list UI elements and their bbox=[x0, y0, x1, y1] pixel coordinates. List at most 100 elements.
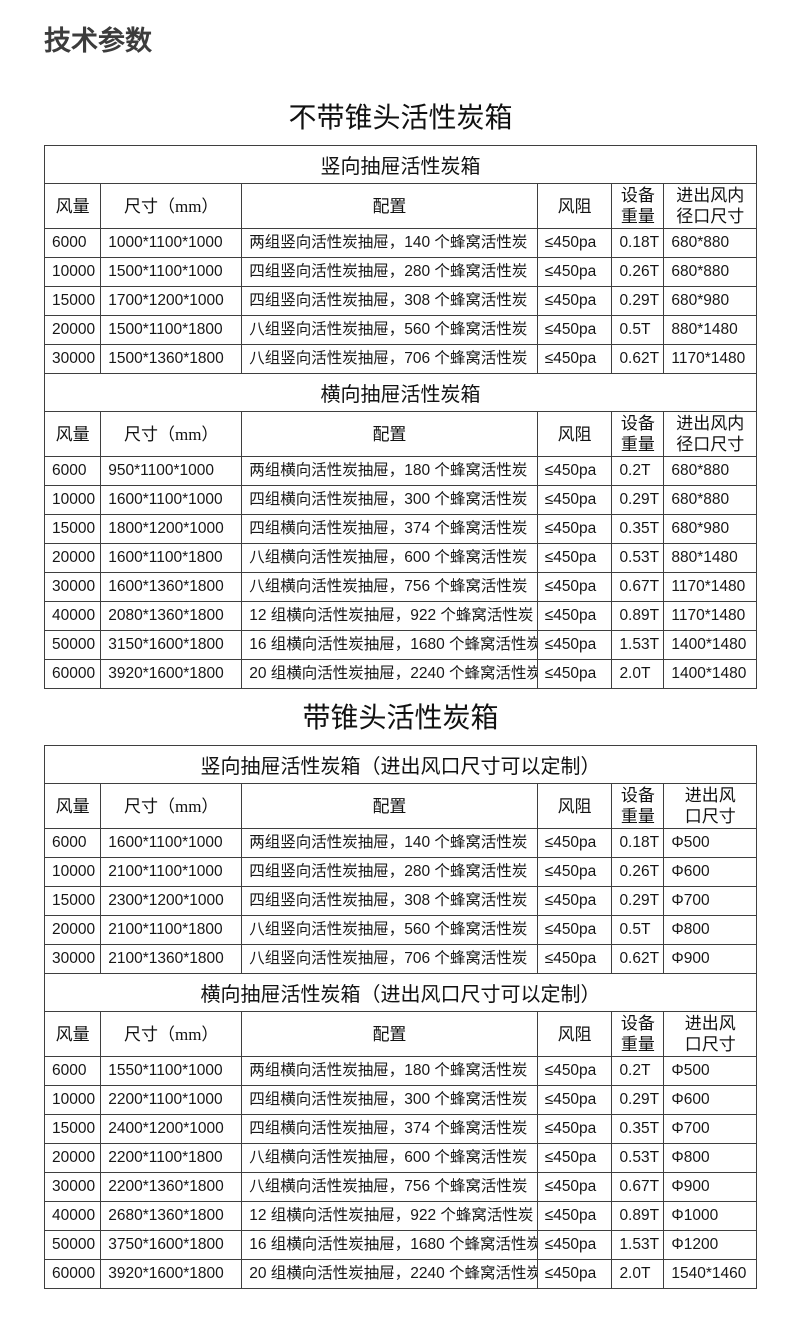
table-cell: ≤450pa bbox=[536, 315, 613, 345]
column-header: 尺寸（mm） bbox=[100, 783, 243, 829]
table-cell: 四组横向活性炭抽屉，374 个蜂窝活性炭 bbox=[241, 514, 538, 544]
table-subtitle-row: 横向抽屉活性炭箱 bbox=[44, 373, 757, 412]
table-cell: 八组横向活性炭抽屉，600 个蜂窝活性炭 bbox=[241, 1143, 538, 1173]
table-cell: 680*980 bbox=[663, 514, 757, 544]
table-cell: 2400*1200*1000 bbox=[100, 1114, 243, 1144]
table-cell: 四组竖向活性炭抽屉，280 个蜂窝活性炭 bbox=[241, 857, 538, 887]
table-row: 60000 3920*1600*1800 20 组横向活性炭抽屉，2240 个蜂窝活… bbox=[43, 659, 757, 689]
table-cell: 6000 bbox=[43, 1056, 102, 1086]
table-subtitle-row: 横向抽屉活性炭箱（进出风口尺寸可以定制） bbox=[44, 973, 757, 1012]
table-subtitle: 横向抽屉活性炭箱 bbox=[44, 373, 757, 412]
table-cell: ≤450pa bbox=[536, 828, 613, 858]
table-cell: 60000 bbox=[43, 1259, 102, 1289]
table-cell: 两组竖向活性炭抽屉，140 个蜂窝活性炭 bbox=[241, 828, 538, 858]
table-cell: 20000 bbox=[43, 315, 102, 345]
table-cell: 两组竖向活性炭抽屉，140 个蜂窝活性炭 bbox=[241, 228, 538, 258]
table-cell: 0.35T bbox=[611, 514, 665, 544]
table-cell: 30000 bbox=[43, 944, 102, 974]
table-row: 6000 1600*1100*1000 两组竖向活性炭抽屉，140 个蜂窝活性炭 ≤4… bbox=[43, 828, 757, 858]
table-cell: 四组横向活性炭抽屉，300 个蜂窝活性炭 bbox=[241, 485, 538, 515]
table-cell: 16 组横向活性炭抽屉，1680 个蜂窝活性炭 bbox=[241, 630, 538, 660]
section-heading-with-cone: 带锥头活性炭箱 bbox=[302, 703, 499, 734]
table-cell: Φ700 bbox=[663, 1114, 757, 1144]
spec-table-with-cone: 竖向抽屉活性炭箱（进出风口尺寸可以定制） 风量 尺寸（mm） 配置 风阻 设备 重量 进出风… bbox=[43, 745, 757, 1289]
table-row: 30000 1600*1360*1800 八组横向活性炭抽屉，756 个蜂窝活性炭 ≤… bbox=[43, 572, 757, 602]
table-cell: 两组横向活性炭抽屉，180 个蜂窝活性炭 bbox=[241, 456, 538, 486]
table-cell: 1170*1480 bbox=[663, 344, 757, 374]
table-cell: 1600*1360*1800 bbox=[100, 572, 243, 602]
table-row: 40000 2680*1360*1800 12 组横向活性炭抽屉，922 个蜂窝活性… bbox=[43, 1201, 757, 1231]
table-cell: ≤450pa bbox=[536, 572, 613, 602]
table-cell: Φ600 bbox=[663, 857, 757, 887]
table-cell: 50000 bbox=[43, 630, 102, 660]
table-cell: 10000 bbox=[43, 857, 102, 887]
table-cell: 0.29T bbox=[611, 485, 665, 515]
table-cell: 2100*1360*1800 bbox=[100, 944, 243, 974]
table-cell: 6000 bbox=[43, 228, 102, 258]
table-row: 15000 1800*1200*1000 四组横向活性炭抽屉，374 个蜂窝活性炭 ≤… bbox=[43, 514, 757, 544]
table-cell: 6000 bbox=[43, 456, 102, 486]
table-cell: 两组横向活性炭抽屉，180 个蜂窝活性炭 bbox=[241, 1056, 538, 1086]
table-cell: 1540*1460 bbox=[663, 1259, 757, 1289]
table-row: 10000 2100*1100*1000 四组竖向活性炭抽屉，280 个蜂窝活性炭 ≤… bbox=[43, 857, 757, 887]
table-subtitle: 横向抽屉活性炭箱（进出风口尺寸可以定制） bbox=[44, 973, 757, 1012]
table-cell: 1550*1100*1000 bbox=[100, 1056, 243, 1086]
table-cell: 0.29T bbox=[611, 286, 665, 316]
column-header: 尺寸（mm） bbox=[100, 411, 243, 457]
column-header: 风阻 bbox=[536, 411, 613, 457]
column-header: 配置 bbox=[241, 783, 538, 829]
column-header: 风量 bbox=[43, 1011, 102, 1057]
table-cell: 20000 bbox=[43, 543, 102, 573]
table-cell: 50000 bbox=[43, 1230, 102, 1260]
table-cell: 3750*1600*1800 bbox=[100, 1230, 243, 1260]
table-cell: ≤450pa bbox=[536, 915, 613, 945]
table-cell: 1.53T bbox=[611, 1230, 665, 1260]
column-header: 设备 重量 bbox=[611, 1011, 665, 1057]
column-header: 风阻 bbox=[536, 183, 613, 229]
table-cell: 15000 bbox=[43, 1114, 102, 1144]
table-cell: Φ1000 bbox=[663, 1201, 757, 1231]
table-cell: 0.5T bbox=[611, 915, 665, 945]
column-header: 风量 bbox=[43, 783, 102, 829]
table-cell: Φ900 bbox=[663, 1172, 757, 1202]
table-row: 20000 1600*1100*1800 八组横向活性炭抽屉，600 个蜂窝活性炭 ≤… bbox=[43, 543, 757, 573]
column-header: 配置 bbox=[241, 183, 538, 229]
column-header: 设备 重量 bbox=[611, 183, 665, 229]
table-cell: 1500*1100*1800 bbox=[100, 315, 243, 345]
column-header: 设备 重量 bbox=[611, 783, 665, 829]
table-cell: 0.26T bbox=[611, 857, 665, 887]
table-cell: ≤450pa bbox=[536, 228, 613, 258]
table-row: 60000 3920*1600*1800 20 组横向活性炭抽屉，2240 个蜂窝活… bbox=[43, 1259, 757, 1289]
table-cell: 1170*1480 bbox=[663, 572, 757, 602]
table-cell: 八组横向活性炭抽屉，756 个蜂窝活性炭 bbox=[241, 1172, 538, 1202]
table-cell: 0.62T bbox=[611, 944, 665, 974]
table-cell: Φ500 bbox=[663, 1056, 757, 1086]
table-cell: 0.67T bbox=[611, 1172, 665, 1202]
table-subtitle: 竖向抽屉活性炭箱 bbox=[44, 145, 757, 184]
table-cell: 0.53T bbox=[611, 543, 665, 573]
table-cell: 1170*1480 bbox=[663, 601, 757, 631]
table-cell: 2.0T bbox=[611, 659, 665, 689]
table-row: 10000 1600*1100*1000 四组横向活性炭抽屉，300 个蜂窝活性炭 ≤… bbox=[43, 485, 757, 515]
table-row: 30000 1500*1360*1800 八组竖向活性炭抽屉，706 个蜂窝活性炭 ≤… bbox=[43, 344, 757, 374]
table-cell: 四组竖向活性炭抽屉，308 个蜂窝活性炭 bbox=[241, 286, 538, 316]
table-cell: 2100*1100*1000 bbox=[100, 857, 243, 887]
table-cell: Φ800 bbox=[663, 915, 757, 945]
table-row: 50000 3150*1600*1800 16 组横向活性炭抽屉，1680 个蜂窝活… bbox=[43, 630, 757, 660]
table-row: 6000 1550*1100*1000 两组横向活性炭抽屉，180 个蜂窝活性炭 ≤4… bbox=[43, 1056, 757, 1086]
table-row: 50000 3750*1600*1800 16 组横向活性炭抽屉，1680 个蜂窝活… bbox=[43, 1230, 757, 1260]
table-cell: ≤450pa bbox=[536, 1114, 613, 1144]
table-cell: 0.29T bbox=[611, 1085, 665, 1115]
table-cell: Φ500 bbox=[663, 828, 757, 858]
table-cell: 20 组横向活性炭抽屉，2240 个蜂窝活性炭 bbox=[241, 659, 538, 689]
table-cell: 15000 bbox=[43, 286, 102, 316]
column-header: 尺寸（mm） bbox=[100, 183, 243, 229]
table-cell: 680*980 bbox=[663, 286, 757, 316]
table-subtitle: 竖向抽屉活性炭箱（进出风口尺寸可以定制） bbox=[44, 745, 757, 784]
table-cell: 0.2T bbox=[611, 1056, 665, 1086]
table-cell: 40000 bbox=[43, 1201, 102, 1231]
table-cell: 2200*1360*1800 bbox=[100, 1172, 243, 1202]
column-header: 进出风内 径口尺寸 bbox=[663, 411, 757, 457]
table-cell: 1000*1100*1000 bbox=[100, 228, 243, 258]
table-cell: 20000 bbox=[43, 915, 102, 945]
